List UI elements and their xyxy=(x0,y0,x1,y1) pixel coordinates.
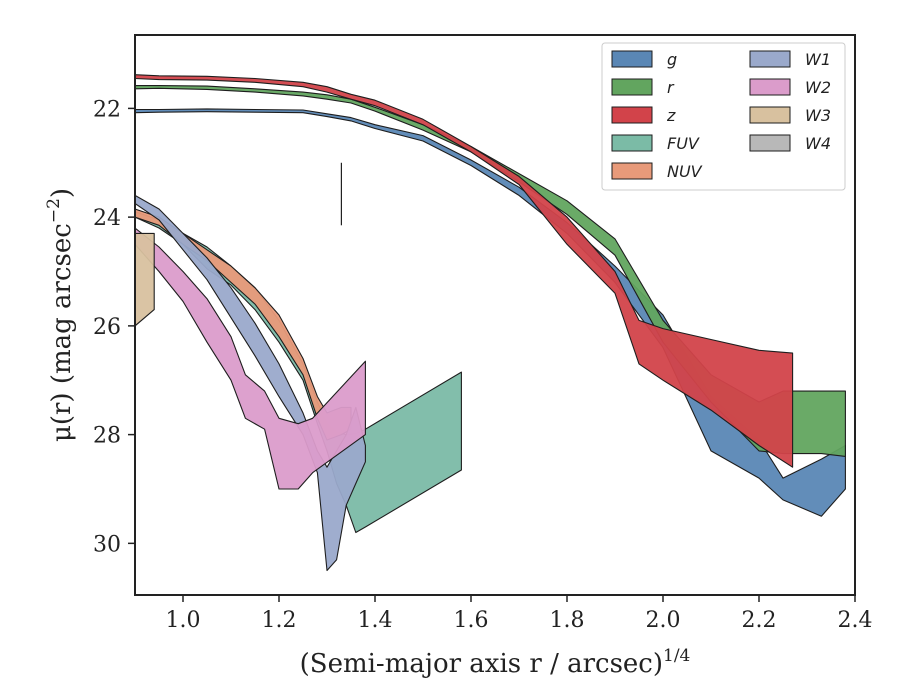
band-w2 xyxy=(135,227,366,490)
legend-swatch-w4 xyxy=(749,134,791,152)
y-tick-label: 22 xyxy=(93,97,121,122)
x-tick-label: 1.6 xyxy=(454,608,489,633)
legend-label-fuv: FUV xyxy=(667,134,700,153)
legend-swatch-w1 xyxy=(749,50,791,68)
legend-label-w2: W2 xyxy=(805,78,831,97)
legend-swatch-w3 xyxy=(749,106,791,124)
x-tick-label: 1.8 xyxy=(550,608,585,633)
legend-swatch-w2 xyxy=(749,78,791,96)
y-tick-label: 30 xyxy=(93,532,121,557)
legend-label-w1: W1 xyxy=(805,50,831,69)
x-tick-label: 1.2 xyxy=(262,608,297,633)
x-tick-label: 1.4 xyxy=(358,608,393,633)
legend-label-nuv: NUV xyxy=(667,162,703,181)
legend-swatch-fuv xyxy=(611,134,653,152)
legend-swatch-g xyxy=(611,50,653,68)
y-tick-label: 26 xyxy=(93,315,121,340)
band-w3 xyxy=(135,232,155,327)
legend-label-w3: W3 xyxy=(805,106,831,125)
x-axis-label: (Semi-major axis r / arcsec)1/4 xyxy=(300,646,691,679)
x-tick-label: 2.0 xyxy=(646,608,681,633)
legend-label-g: g xyxy=(667,50,677,69)
legend-label-z: z xyxy=(666,106,676,125)
band-g xyxy=(135,108,846,517)
y-axis-label: μ(r) (mag arcsec−2) xyxy=(44,188,77,442)
x-tick-label: 2.2 xyxy=(742,608,777,633)
legend-swatch-nuv xyxy=(611,162,653,180)
y-tick-label: 28 xyxy=(93,424,121,449)
band-w1 xyxy=(135,194,366,572)
legend-swatch-z xyxy=(611,106,653,124)
x-axis-ticks: 1.0 1.2 1.4 1.6 1.8 2.0 2.2 2.4 xyxy=(166,595,873,633)
series-layer xyxy=(135,74,846,572)
band-z xyxy=(135,74,794,468)
legend-swatch-r xyxy=(611,78,653,96)
y-tick-label: 24 xyxy=(93,206,121,231)
x-tick-label: 2.4 xyxy=(838,608,873,633)
plot-frame xyxy=(134,34,856,596)
legend-label-w4: W4 xyxy=(805,134,831,153)
y-axis-ticks: 22 24 26 28 30 xyxy=(93,97,135,557)
legend: grz FUV NUV W1 W2 W3 W4 xyxy=(601,42,846,191)
legend-label-r: r xyxy=(667,78,675,97)
x-tick-label: 1.0 xyxy=(166,608,201,633)
